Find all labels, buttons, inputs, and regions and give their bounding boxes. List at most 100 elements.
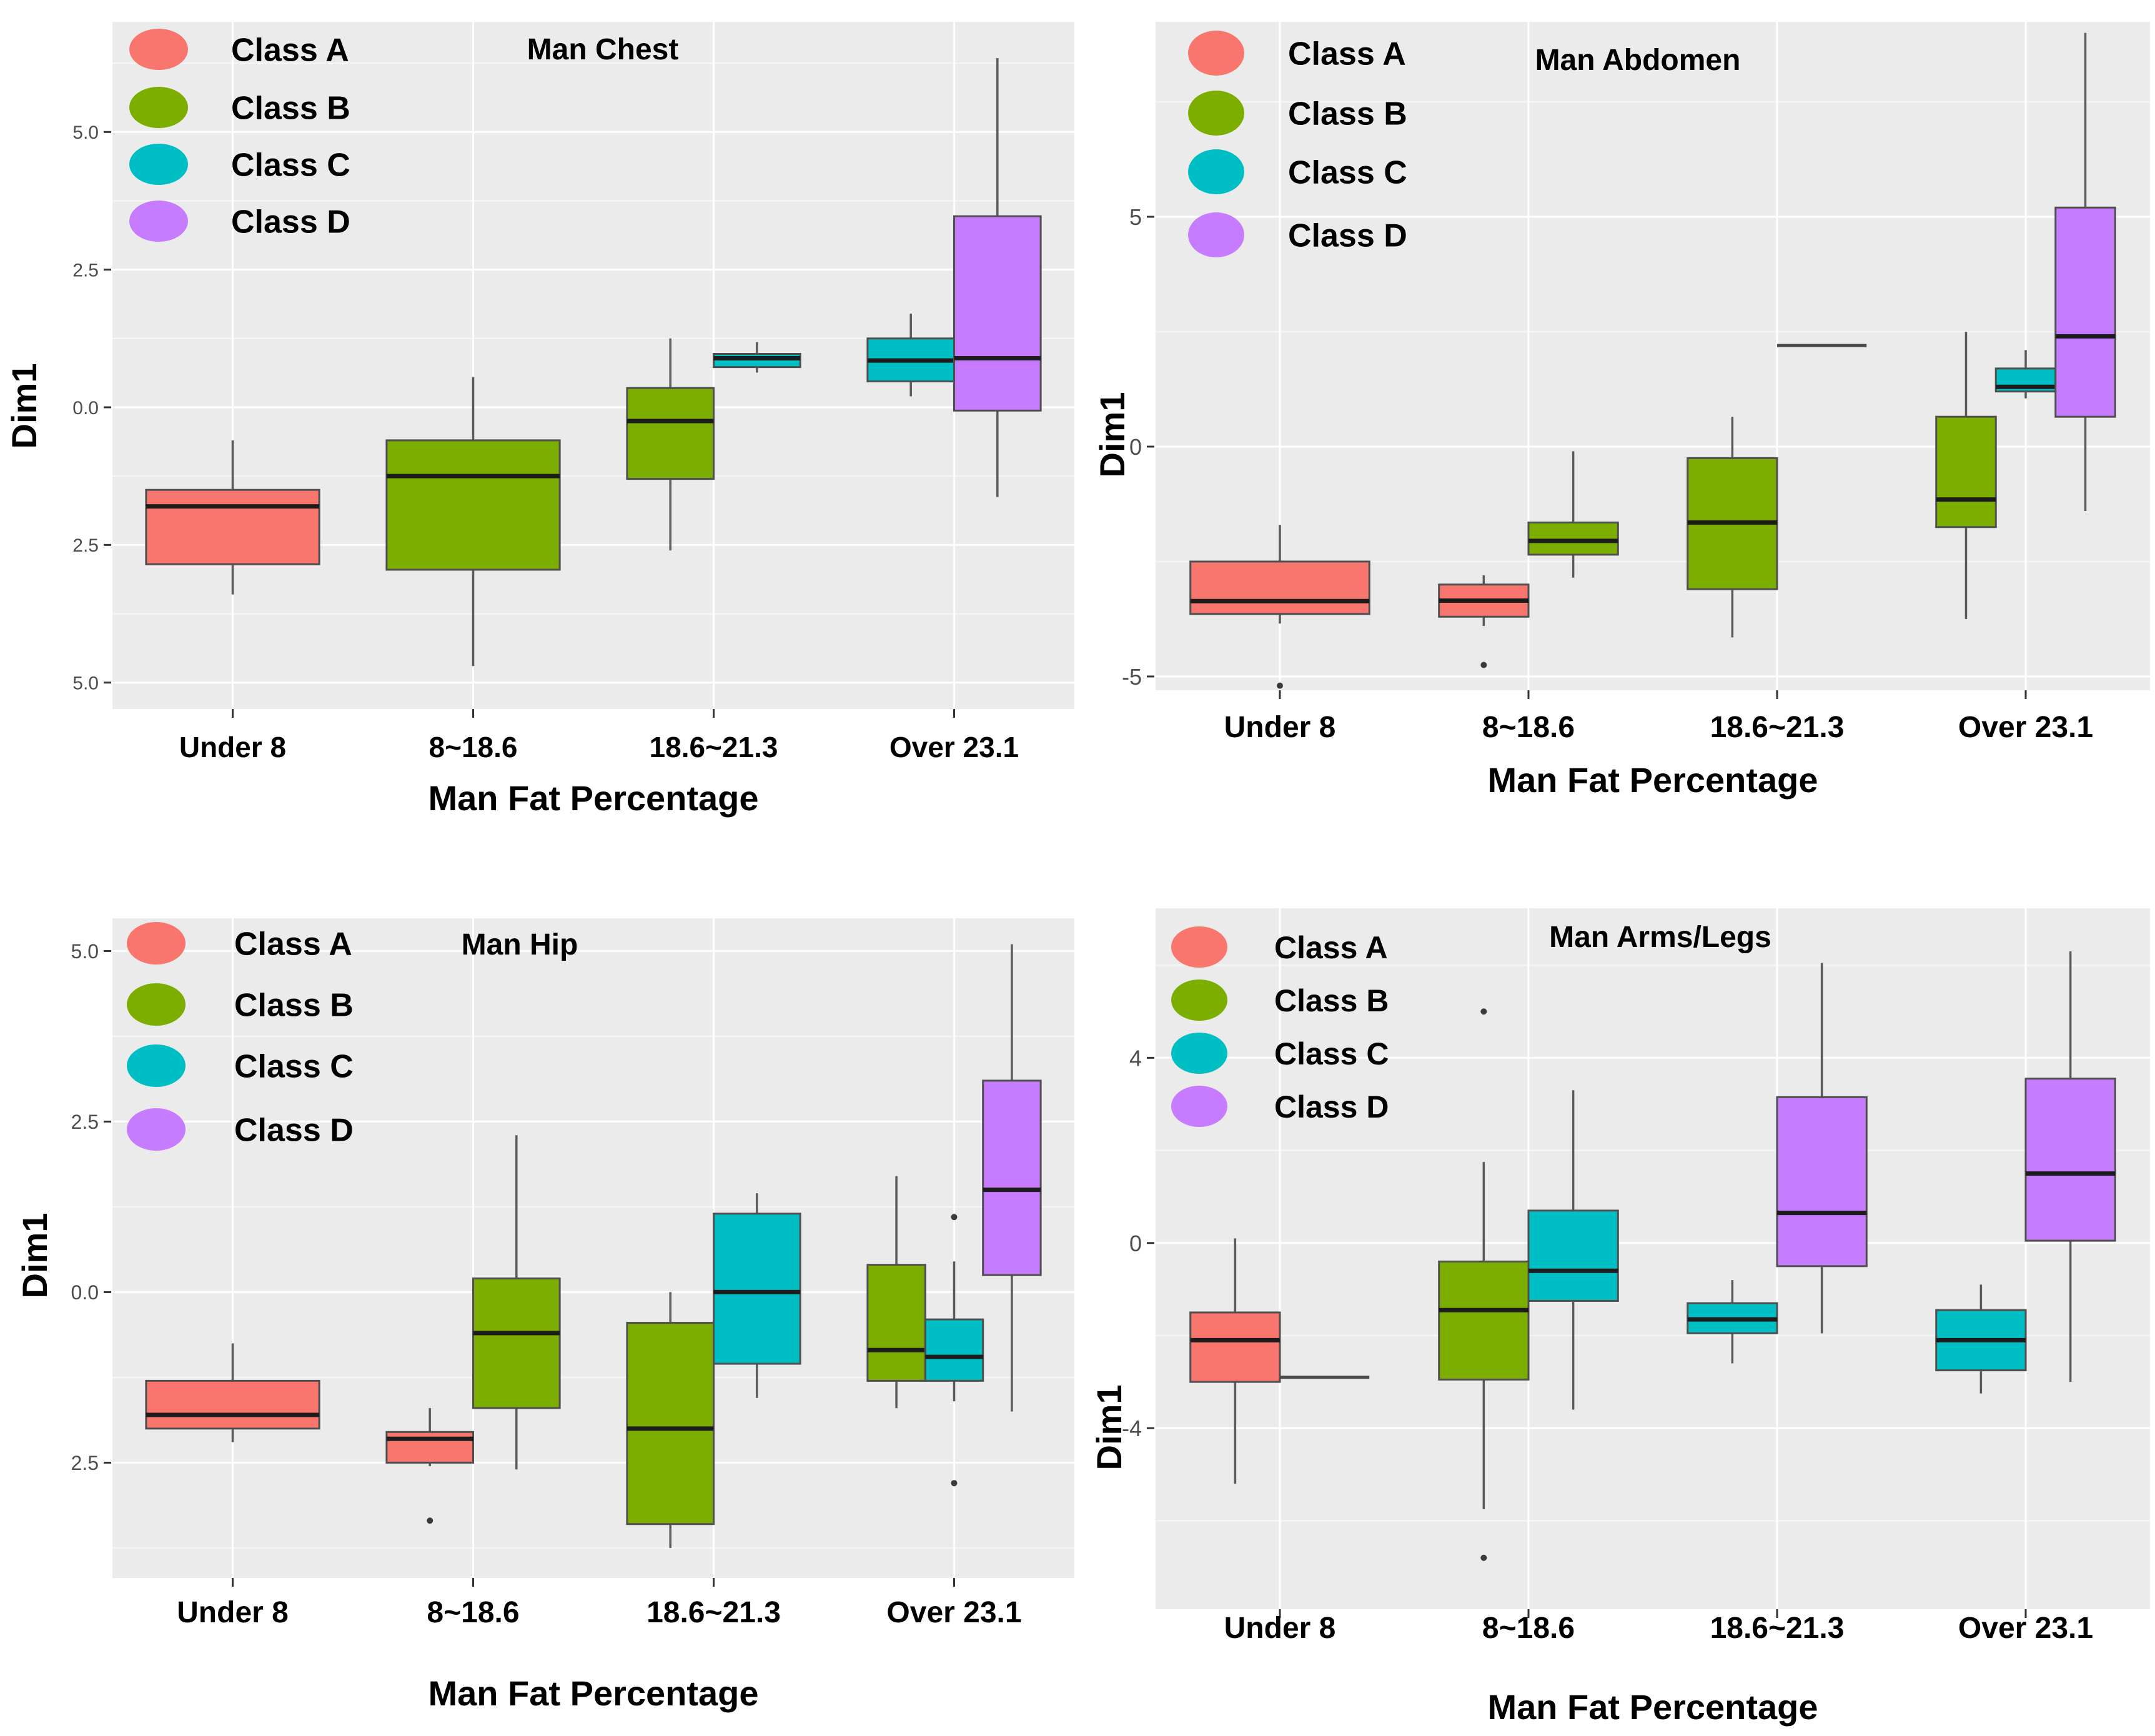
box-iqr (953, 215, 1042, 412)
legend-man-arms-legs: Class A Class B Class C Class D (1171, 926, 1389, 1127)
outlier-point (951, 1480, 958, 1487)
boxplot-class-d-18-6-21-3 (1776, 963, 1868, 1334)
box-iqr (1776, 1096, 1868, 1267)
legend-item-class-b: Class B (1188, 91, 1407, 136)
y-tick-label: -4 (1122, 1416, 1142, 1441)
y-tick-label: 2.5 (71, 1452, 99, 1474)
x-category-label-under-8: Under 8 (1224, 1612, 1336, 1645)
outlier-point (1277, 682, 1283, 689)
legend-label: Class C (1288, 155, 1407, 191)
chart-title-man-chest: Man Chest (527, 33, 679, 66)
legend-swatch-icon (129, 201, 188, 242)
boxplot-class-c-over-23-1 (1935, 1284, 2027, 1394)
chart-man-arms-legs: 4 0 -4 Under 8 8~18.6 18.6~21.3 Over 23.1 Class… (1089, 908, 2150, 1727)
boxplot-class-d-over-23-1 (2054, 32, 2116, 511)
legend-item-class-d: Class D (127, 1108, 354, 1151)
box-iqr (145, 489, 320, 565)
y-tick-label: 4 (1129, 1045, 1142, 1071)
box-iqr (1189, 560, 1370, 615)
legend-item-class-d: Class D (1171, 1086, 1389, 1127)
boxplot-class-a-8-18-6 (385, 1408, 475, 1524)
box-iqr (385, 439, 561, 571)
x-category-label-under-8: Under 8 (177, 1596, 289, 1629)
boxplot-class-d-over-23-1 (982, 944, 1042, 1412)
boxplot-class-c-18-6-21-3 (713, 1193, 801, 1398)
box-iqr (866, 1264, 926, 1382)
legend-swatch-icon (1171, 926, 1227, 968)
legend-label: Class D (1288, 218, 1407, 254)
legend-swatch-icon (1188, 149, 1244, 194)
legend-swatch-icon (127, 1044, 186, 1087)
boxplot-class-b-18-6-21-3 (626, 1292, 715, 1548)
legend-swatch-icon (127, 1108, 186, 1151)
box-iqr (385, 1431, 475, 1464)
x-category-label-over-23-1: Over 23.1 (886, 1596, 1021, 1629)
x-axis-title: Man Fat Percentage (1487, 760, 1818, 800)
y-tick-label: 5.0 (72, 122, 99, 143)
chart-title-man-arms-legs: Man Arms/Legs (1549, 921, 1771, 954)
boxplot-class-b-8-18-6 (472, 1135, 561, 1470)
legend-swatch-icon (127, 922, 186, 965)
legend-man-abdomen: Class A Class B Class C Class D (1188, 31, 1407, 257)
x-category-label-over-23-1: Over 23.1 (1958, 1612, 2093, 1645)
legend-item-class-a: Class A (127, 922, 352, 965)
box-iqr (982, 1079, 1042, 1276)
x-category-label-18-6-21-3: 18.6~21.3 (1710, 1612, 1845, 1645)
legend-item-class-d: Class D (129, 201, 350, 242)
x-category-label-over-23-1: Over 23.1 (1958, 711, 2093, 744)
legend-swatch-icon (1171, 1086, 1227, 1127)
legend-swatch-icon (127, 983, 186, 1026)
legend-man-chest: Class A Class B Class C Class D (129, 29, 350, 242)
legend-swatch-icon (1188, 212, 1244, 257)
box-iqr (1527, 521, 1619, 556)
outlier-point (951, 1214, 958, 1221)
x-axis-title: Man Fat Percentage (428, 778, 758, 818)
legend-swatch-icon (129, 29, 188, 70)
box-iqr (713, 352, 801, 369)
chart-man-abdomen: 5 0 -5 Under 8 8~18.6 18.6~21.3 Over 23.1 Class… (1092, 22, 2150, 800)
y-tick-label: 0 (1129, 434, 1142, 460)
box-iqr (626, 387, 715, 480)
legend-item-class-d: Class D (1188, 212, 1407, 257)
boxplot-class-c-18-6-21-3 (1687, 1280, 1778, 1364)
legend-item-class-a: Class A (129, 29, 349, 70)
y-axis-title: Dim1 (1092, 392, 1132, 478)
legend-label: Class B (231, 91, 350, 127)
box-iqr (1935, 415, 1997, 528)
legend-label: Class D (1274, 1089, 1389, 1124)
y-tick-label: 2.5 (72, 535, 99, 556)
x-category-label-under-8: Under 8 (1224, 711, 1336, 744)
y-tick-label: 2.5 (71, 1111, 99, 1133)
legend-item-class-c: Class C (1171, 1033, 1389, 1074)
boxplot-class-b-8-18-6 (1527, 451, 1619, 578)
x-axis-title: Man Fat Percentage (1487, 1687, 1818, 1727)
x-category-label-8-18-6: 8~18.6 (427, 1596, 519, 1629)
legend-label: Class C (234, 1049, 354, 1085)
boxplot-class-b-18-6-21-3 (626, 338, 715, 551)
legend-swatch-icon (129, 144, 188, 185)
outlier-point (1480, 1008, 1487, 1015)
x-category-label-8-18-6: 8~18.6 (1482, 711, 1575, 744)
chart-title-man-abdomen: Man Abdomen (1535, 44, 1741, 77)
legend-label: Class D (234, 1113, 354, 1149)
legend-swatch-icon (129, 87, 188, 128)
legend-item-class-b: Class B (1171, 980, 1389, 1021)
chart-man-chest: 5.0 2.5 0.0 2.5 5.0 Under 8 8~18.6 18.6~21.3 Ove… (4, 22, 1074, 818)
plot-panel-man-hip (112, 918, 1074, 1578)
legend-label: Class A (231, 32, 349, 69)
legend-item-class-a: Class A (1171, 926, 1388, 968)
y-axis-title: Dim1 (1089, 1385, 1129, 1471)
y-axis-title: Dim1 (4, 364, 44, 449)
boxplot-class-b-over-23-1 (866, 1176, 926, 1409)
boxplot-class-d-over-23-1 (2024, 951, 2116, 1382)
legend-label: Class B (234, 988, 354, 1024)
legend-item-class-c: Class C (127, 1044, 354, 1087)
plot-panel-man-arms-legs (1156, 908, 2150, 1609)
boxplot-class-c-8-18-6 (1527, 1090, 1619, 1410)
boxplot-class-b-8-18-6 (1438, 1008, 1530, 1561)
boxplot-class-a-under-8 (1189, 1238, 1281, 1484)
boxplot-class-a-under-8 (1189, 525, 1370, 689)
boxplot-class-a-8-18-6 (1438, 575, 1530, 668)
y-tick-label: -5 (1122, 664, 1142, 690)
